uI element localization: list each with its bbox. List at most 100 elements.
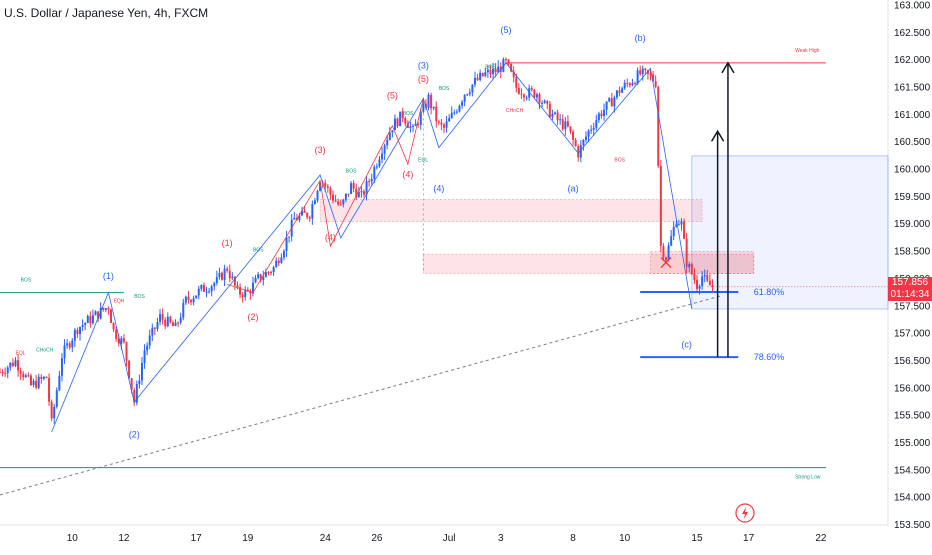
- candle-body: [86, 316, 89, 324]
- candle-body: [667, 245, 670, 261]
- candle-body: [427, 94, 430, 108]
- candle-body: [174, 322, 177, 326]
- candle-body: [251, 282, 254, 294]
- candle-body: [701, 276, 704, 287]
- candle-body: [510, 64, 513, 72]
- candle-body: [280, 257, 283, 264]
- candle-body: [388, 132, 391, 140]
- candle-body: [440, 122, 443, 125]
- candle-body: [293, 217, 296, 220]
- fib-level-label: 78.60%: [754, 352, 785, 362]
- candle-body: [148, 335, 151, 346]
- candle-body: [523, 94, 526, 98]
- candle-body: [582, 139, 585, 146]
- candle-body: [535, 94, 538, 98]
- candle-body: [373, 167, 376, 179]
- candle-body: [391, 130, 394, 133]
- candle-body: [107, 308, 110, 310]
- candle-body: [569, 126, 572, 132]
- price-zone: [319, 199, 703, 222]
- candle-body: [97, 311, 100, 319]
- candle-body: [355, 188, 358, 198]
- candle-body: [254, 277, 257, 283]
- candle-body: [205, 291, 208, 293]
- candle-body: [316, 190, 319, 201]
- candle-body: [215, 276, 218, 284]
- candle-body: [60, 358, 63, 376]
- x-tick-label: Jul: [443, 533, 456, 544]
- candle-body: [641, 68, 644, 75]
- x-tick-label: 3: [498, 533, 504, 544]
- candle-body: [370, 178, 373, 182]
- candle-body: [590, 129, 593, 131]
- y-tick-label: 157.500: [894, 301, 931, 312]
- bar-countdown: 01:14:34: [890, 289, 930, 300]
- candle-body: [55, 390, 58, 407]
- y-tick-label: 162.000: [894, 55, 931, 66]
- candle-body: [76, 329, 79, 335]
- candle-body: [130, 378, 133, 390]
- candle-body: [564, 121, 567, 130]
- candle-body: [378, 159, 381, 167]
- candle-body: [221, 272, 223, 280]
- x-tick-label: 17: [743, 533, 755, 544]
- candle-body: [197, 288, 200, 296]
- candle-body: [357, 191, 360, 198]
- y-tick-label: 163.000: [894, 0, 931, 11]
- candle-body: [665, 257, 667, 261]
- candle-body: [618, 90, 621, 93]
- structure-label: EQH: [114, 298, 125, 304]
- candle-body: [685, 238, 688, 268]
- candle-body: [597, 113, 600, 121]
- candle-body: [688, 264, 691, 268]
- candle-body: [404, 118, 407, 124]
- candle-body: [133, 389, 136, 403]
- candle-body: [128, 360, 131, 379]
- candle-body: [73, 329, 76, 341]
- wave-label: (2): [247, 312, 258, 322]
- candle-body: [257, 274, 260, 278]
- candle-body: [649, 73, 652, 75]
- structure-label: CHoCH: [36, 348, 54, 354]
- structure-label: BOS: [439, 86, 450, 92]
- wave-label: (3): [418, 60, 429, 70]
- candle-body: [110, 309, 112, 323]
- structure-label: EQL: [418, 157, 428, 163]
- candle-body: [412, 125, 415, 127]
- y-tick-label: 156.500: [894, 356, 931, 367]
- candle-body: [406, 123, 409, 128]
- candle-body: [104, 308, 107, 310]
- candle-body: [670, 236, 673, 246]
- candle-body: [140, 363, 143, 381]
- candle-body: [11, 362, 14, 366]
- candle-body: [202, 285, 205, 292]
- candle-body: [306, 212, 309, 218]
- last-price-tag: 157.856 01:14:34: [888, 277, 932, 301]
- candle-body: [639, 70, 642, 75]
- candle-body: [626, 82, 629, 84]
- candle-body: [159, 314, 162, 322]
- candle-body: [672, 226, 675, 237]
- candle-body: [324, 182, 327, 187]
- candle-body: [517, 87, 520, 94]
- y-tick-label: 160.500: [894, 137, 931, 148]
- x-tick-label: 17: [191, 533, 203, 544]
- candle-body: [81, 325, 84, 328]
- candle-body: [192, 298, 195, 303]
- candle-body: [210, 286, 213, 292]
- candle-body: [195, 295, 198, 299]
- candle-body: [430, 94, 433, 109]
- candle-body: [683, 221, 686, 239]
- candle-body: [381, 153, 384, 160]
- candle-body: [538, 94, 541, 104]
- candle-body: [177, 322, 180, 324]
- candle-body: [693, 273, 696, 280]
- candle-body: [182, 302, 185, 318]
- candle-body: [169, 316, 172, 323]
- candle-body: [481, 72, 484, 77]
- structure-label: BOS: [403, 111, 414, 117]
- structure-label: CHoCH: [506, 108, 524, 114]
- candle-body: [352, 183, 355, 189]
- candle-body: [711, 285, 714, 288]
